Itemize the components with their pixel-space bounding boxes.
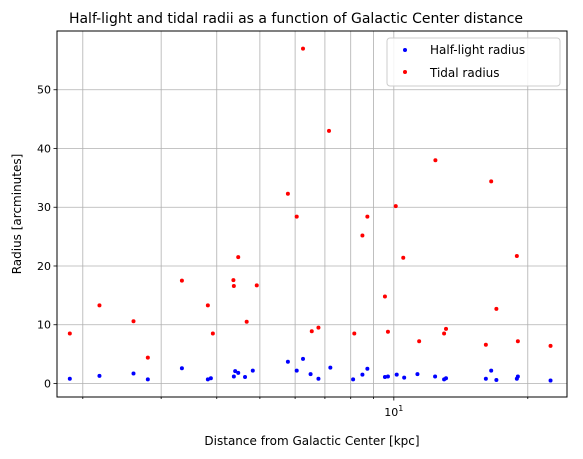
tidal-point bbox=[401, 255, 406, 260]
tidal-point bbox=[489, 179, 494, 184]
tidal-point bbox=[352, 331, 357, 336]
tidal-point bbox=[494, 306, 499, 311]
half-light-point bbox=[489, 368, 494, 373]
x-axis-label: Distance from Galactic Center [kpc] bbox=[204, 434, 419, 448]
tidal-point bbox=[382, 294, 387, 299]
legend-box bbox=[386, 37, 561, 87]
half-light-point bbox=[231, 374, 236, 379]
tidal-point bbox=[97, 303, 102, 308]
y-axis-label: Radius [arcminutes] bbox=[10, 154, 24, 275]
legend-marker-half-light bbox=[403, 48, 407, 52]
half-light-point bbox=[365, 366, 370, 371]
y-tick-label: 0 bbox=[44, 377, 51, 390]
half-light-point bbox=[328, 365, 333, 370]
half-light-point bbox=[236, 370, 241, 375]
tidal-point bbox=[236, 255, 241, 260]
tidal-point bbox=[444, 326, 449, 331]
half-light-point bbox=[205, 377, 210, 382]
half-light-point bbox=[308, 372, 313, 377]
tidal-point bbox=[442, 331, 447, 336]
plot-area-frame bbox=[56, 30, 568, 398]
half-light-point bbox=[294, 368, 299, 373]
tidal-point bbox=[385, 329, 390, 334]
half-light-point bbox=[131, 371, 136, 376]
half-light-point bbox=[394, 372, 399, 377]
grid bbox=[57, 31, 567, 397]
x-tick-label-base: 10 bbox=[384, 406, 398, 419]
half-light-point bbox=[515, 374, 520, 379]
tidal-point bbox=[326, 128, 331, 133]
tidal-point bbox=[301, 46, 306, 51]
legend: Half-light radius Tidal radius bbox=[386, 37, 561, 87]
y-tick-label: 40 bbox=[37, 142, 51, 155]
tidal-point bbox=[210, 331, 215, 336]
tidal-point bbox=[179, 278, 184, 283]
chart-title: Half-light and tidal radii as a function… bbox=[69, 11, 523, 27]
y-tick-label: 20 bbox=[37, 260, 51, 273]
half-light-point bbox=[382, 375, 387, 380]
tidal-point bbox=[254, 283, 259, 288]
half-light-point bbox=[208, 376, 213, 381]
tidal-point bbox=[515, 339, 520, 344]
x-tick-label-exponent: 1 bbox=[398, 404, 403, 413]
tidal-point bbox=[393, 204, 398, 209]
half-light-point bbox=[179, 366, 184, 371]
half-light-point bbox=[360, 372, 365, 377]
tidal-point bbox=[231, 283, 236, 288]
tidal-point bbox=[417, 339, 422, 344]
tidal-point bbox=[285, 191, 290, 196]
tidal-point bbox=[316, 325, 321, 330]
half-light-point bbox=[385, 374, 390, 379]
tidal-point bbox=[514, 254, 519, 259]
y-tick-label: 10 bbox=[37, 319, 51, 332]
half-light-point bbox=[97, 373, 102, 378]
half-light-point bbox=[250, 368, 255, 373]
y-tick-label: 50 bbox=[37, 84, 51, 97]
half-light-point bbox=[402, 375, 407, 380]
tidal-point bbox=[309, 329, 314, 334]
half-light-point bbox=[243, 375, 248, 380]
legend-label-half-light: Half-light radius bbox=[430, 43, 525, 57]
half-light-point bbox=[316, 376, 321, 381]
half-light-point bbox=[548, 378, 553, 383]
x-tick-label: 101 bbox=[384, 404, 403, 419]
tidal-point bbox=[67, 331, 72, 336]
half-light-point bbox=[67, 376, 72, 381]
tidal-point bbox=[483, 342, 488, 347]
half-light-point bbox=[301, 356, 306, 361]
half-light-point bbox=[351, 377, 356, 382]
half-light-point bbox=[285, 359, 290, 364]
tidal-point bbox=[131, 319, 136, 324]
half-light-point bbox=[483, 376, 488, 381]
legend-label-tidal: Tidal radius bbox=[429, 66, 500, 80]
legend-marker-tidal bbox=[403, 70, 407, 74]
half-light-point bbox=[444, 376, 449, 381]
half-light-point bbox=[415, 372, 420, 377]
tidal-point bbox=[231, 278, 236, 283]
half-light-point bbox=[494, 377, 499, 382]
tidal-point bbox=[360, 233, 365, 238]
tidal-point bbox=[433, 158, 438, 163]
tidal-point bbox=[205, 303, 210, 308]
half-light-point bbox=[233, 369, 238, 374]
tidal-point bbox=[548, 343, 553, 348]
tidal-point bbox=[365, 214, 370, 219]
half-light-point bbox=[145, 377, 150, 382]
half-light-point bbox=[433, 374, 438, 379]
tidal-point bbox=[294, 214, 299, 219]
tidal-point bbox=[145, 355, 150, 360]
data-points bbox=[67, 46, 553, 383]
y-tick-label: 30 bbox=[37, 201, 51, 214]
tidal-point bbox=[244, 319, 249, 324]
